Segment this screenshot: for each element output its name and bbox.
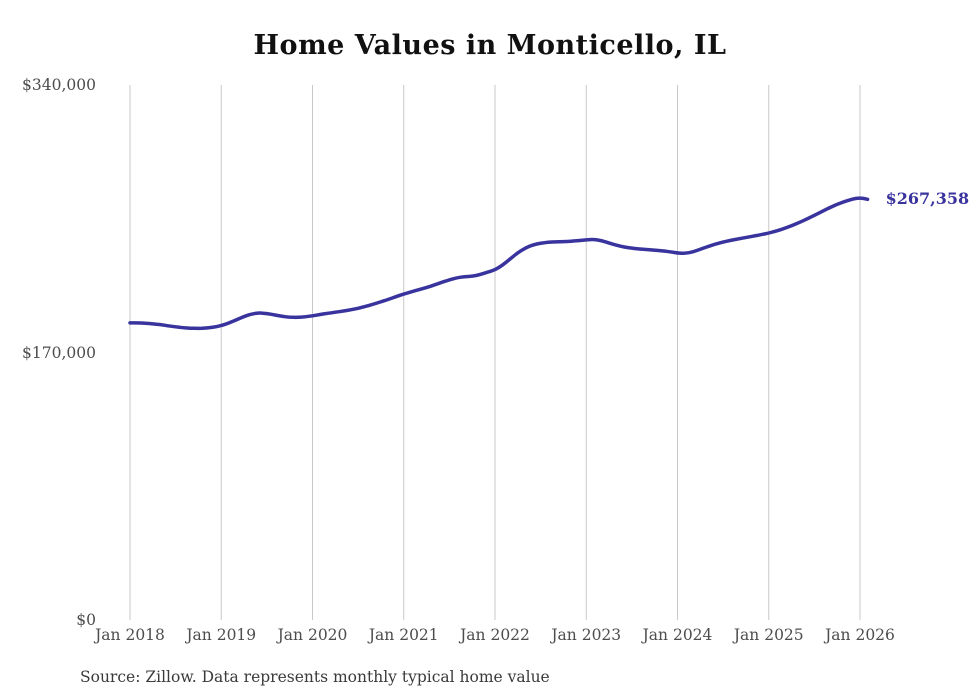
x-tick-label: Jan 2023: [551, 626, 622, 644]
x-tick-label: Jan 2021: [368, 626, 439, 644]
x-tick-label: Jan 2019: [186, 626, 257, 644]
source-note: Source: Zillow. Data represents monthly …: [80, 668, 550, 686]
chart-title: Home Values in Monticello, IL: [253, 30, 727, 61]
x-tick-label: Jan 2020: [277, 626, 348, 644]
x-tick-label: Jan 2024: [642, 626, 713, 644]
home-value-line: [128, 196, 870, 331]
y-tick-label: $340,000: [22, 76, 96, 94]
x-tick-label: Jan 2025: [733, 626, 804, 644]
y-tick-label: $170,000: [22, 343, 96, 362]
x-tick-label: Jan 2026: [825, 626, 895, 644]
y-tick-label: $0: [76, 611, 96, 629]
x-tick-label: Jan 2022: [460, 626, 530, 644]
gridlines: [129, 85, 861, 620]
x-tick-label: Jan 2018: [95, 626, 165, 644]
latest-value-label: $267,358: [885, 189, 970, 209]
